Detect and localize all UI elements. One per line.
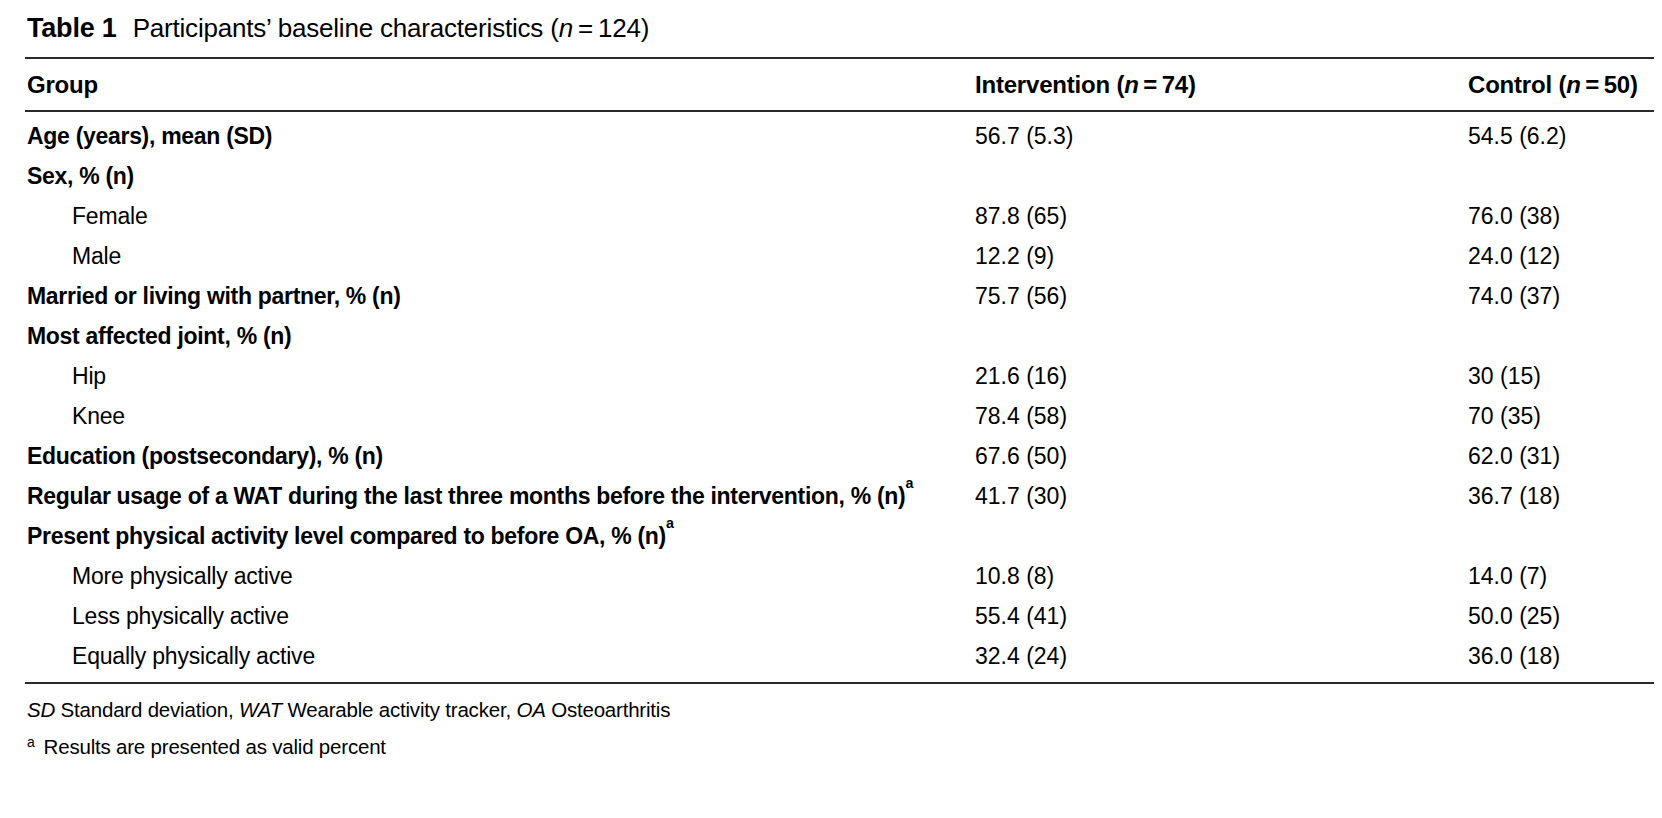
- cell-intervention: 87.8 (65): [975, 196, 1468, 236]
- row-label: Age (years), mean (SD): [27, 116, 975, 156]
- table-title: Table 1 Participants’ baseline character…: [25, 0, 1654, 57]
- table-row: Age (years), mean (SD) 56.7 (5.3) 54.5 (…: [25, 116, 1654, 156]
- abbr-oa: OA: [516, 698, 545, 721]
- cell-control: 50.0 (25): [1468, 596, 1654, 636]
- cell-intervention: 55.4 (41): [975, 596, 1468, 636]
- row-label: Knee: [27, 396, 975, 436]
- table-row: Married or living with partner, % (n) 75…: [25, 276, 1654, 316]
- cell-intervention: 56.7 (5.3): [975, 116, 1468, 156]
- abbr-wat: WAT: [239, 698, 282, 721]
- table-row: More physically active 10.8 (8) 14.0 (7): [25, 556, 1654, 596]
- row-label: Sex, % (n): [27, 156, 975, 196]
- italic-n: n: [559, 13, 573, 43]
- table-row: Sex, % (n): [25, 156, 1654, 196]
- cell-intervention: 78.4 (58): [975, 396, 1468, 436]
- row-label: Regular usage of a WAT during the last t…: [27, 476, 975, 516]
- row-label: Less physically active: [27, 596, 975, 636]
- cell-intervention: 67.6 (50): [975, 436, 1468, 476]
- italic-n: n: [1124, 71, 1138, 98]
- row-label: More physically active: [27, 556, 975, 596]
- cell-control: 30 (15): [1468, 356, 1654, 396]
- footnote-ref: a: [666, 515, 674, 531]
- table-row: Knee 78.4 (58) 70 (35): [25, 396, 1654, 436]
- table-footnotes: SD Standard deviation, WAT Wearable acti…: [25, 684, 1654, 759]
- table-row: Less physically active 55.4 (41) 50.0 (2…: [25, 596, 1654, 636]
- abbr-sd: SD: [27, 698, 55, 721]
- row-label: Female: [27, 196, 975, 236]
- valid-percent-note: aResults are presented as valid percent: [27, 735, 1654, 759]
- italic-n: n: [1566, 71, 1580, 98]
- cell-control: 76.0 (38): [1468, 196, 1654, 236]
- row-label: Male: [27, 236, 975, 276]
- cell-intervention: 75.7 (56): [975, 276, 1468, 316]
- table-row: Present physical activity level compared…: [25, 516, 1654, 556]
- table-body: Age (years), mean (SD) 56.7 (5.3) 54.5 (…: [25, 112, 1654, 682]
- paper-table-figure: Table 1 Participants’ baseline character…: [0, 0, 1662, 818]
- column-header-group: Group: [27, 71, 975, 99]
- table-row: Hip 21.6 (16) 30 (15): [25, 356, 1654, 396]
- abbreviation-note: SD Standard deviation, WAT Wearable acti…: [27, 698, 1654, 722]
- row-label: Equally physically active: [27, 636, 975, 676]
- row-label: Hip: [27, 356, 975, 396]
- table-caption: Participants’ baseline characteristics (…: [133, 13, 650, 44]
- table-row: Education (postsecondary), % (n) 67.6 (5…: [25, 436, 1654, 476]
- row-label: Education (postsecondary), % (n): [27, 436, 975, 476]
- cell-control: 24.0 (12): [1468, 236, 1654, 276]
- table-row: Female 87.8 (65) 76.0 (38): [25, 196, 1654, 236]
- table-row: Regular usage of a WAT during the last t…: [25, 476, 1654, 516]
- column-header-control: Control (n = 50): [1468, 71, 1654, 99]
- cell-intervention: 41.7 (30): [975, 476, 1468, 516]
- row-label: Present physical activity level compared…: [27, 516, 975, 556]
- table-row: Equally physically active 32.4 (24) 36.0…: [25, 636, 1654, 676]
- row-label: Most affected joint, % (n): [27, 316, 975, 356]
- table-header-row: Group Intervention (n = 74) Control (n =…: [25, 59, 1654, 110]
- cell-intervention: 10.8 (8): [975, 556, 1468, 596]
- row-label: Married or living with partner, % (n): [27, 276, 975, 316]
- cell-control: 54.5 (6.2): [1468, 116, 1654, 156]
- table-row: Most affected joint, % (n): [25, 316, 1654, 356]
- cell-control: 74.0 (37): [1468, 276, 1654, 316]
- column-header-intervention: Intervention (n = 74): [975, 71, 1468, 99]
- footnote-ref: a: [905, 475, 913, 491]
- cell-control: 36.7 (18): [1468, 476, 1654, 516]
- cell-control: 36.0 (18): [1468, 636, 1654, 676]
- cell-intervention: 21.6 (16): [975, 356, 1468, 396]
- cell-control: 62.0 (31): [1468, 436, 1654, 476]
- table-row: Male 12.2 (9) 24.0 (12): [25, 236, 1654, 276]
- cell-control: 14.0 (7): [1468, 556, 1654, 596]
- footnote-marker-a: a: [27, 734, 35, 750]
- cell-control: 70 (35): [1468, 396, 1654, 436]
- cell-intervention: 32.4 (24): [975, 636, 1468, 676]
- table-label: Table 1: [27, 13, 117, 44]
- cell-intervention: 12.2 (9): [975, 236, 1468, 276]
